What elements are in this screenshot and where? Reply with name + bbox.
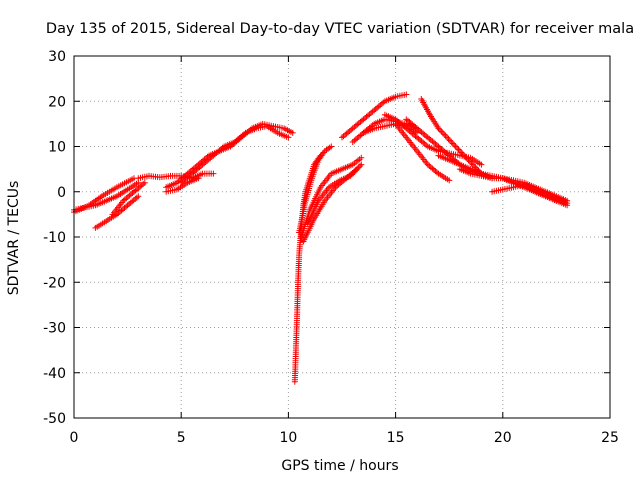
y-tick-label: 30: [48, 49, 66, 65]
data-point: [446, 137, 453, 144]
series-arc-4: [109, 179, 148, 218]
series-arc-5: [135, 170, 217, 182]
y-tick-label: -10: [43, 230, 66, 246]
data-point: [135, 193, 142, 200]
series-rise-1: [296, 143, 335, 236]
series-rise-2: [298, 154, 365, 240]
series-arc-8: [163, 175, 202, 195]
series-rise-4: [304, 161, 365, 227]
data-point: [350, 170, 357, 177]
data-point: [564, 200, 571, 207]
x-tick-label: 10: [279, 430, 297, 446]
x-axis-label: GPS time / hours: [281, 458, 398, 474]
data-point: [358, 161, 365, 168]
data-point: [195, 175, 202, 182]
y-axis-label: SDTVAR / TECUs: [6, 181, 22, 296]
data-point: [449, 140, 456, 147]
data-point: [351, 168, 358, 175]
chart-title: Day 135 of 2015, Sidereal Day-to-day VTE…: [46, 21, 634, 37]
plot-frame: [73, 55, 611, 419]
data-point: [452, 143, 459, 150]
series-rise-3: [300, 166, 360, 245]
x-tick-label: 25: [601, 430, 619, 446]
data-point: [354, 165, 361, 172]
y-tick-label: 20: [48, 94, 66, 110]
x-tick-label: 15: [387, 430, 405, 446]
data-point: [455, 146, 462, 153]
data-point: [285, 134, 292, 141]
series-fall-4: [418, 96, 485, 177]
data-point: [358, 154, 365, 161]
data-point: [141, 179, 148, 186]
series-arc-7: [178, 123, 292, 186]
data-point: [454, 145, 461, 151]
data-point: [328, 143, 335, 150]
data-point: [403, 91, 410, 98]
series-arc-2: [71, 175, 137, 216]
grid-lines: [74, 56, 610, 418]
data-point: [439, 129, 446, 136]
data-point: [355, 164, 362, 171]
y-axis-ticks: -50 -40 -30 -20 -10 0 10 20 30: [43, 49, 610, 427]
y-tick-label: 10: [48, 140, 66, 156]
x-axis-ticks: 0 5 10 15 20 25: [70, 56, 619, 446]
series-fall-2: [392, 120, 453, 184]
data-points: [71, 91, 571, 385]
y-tick-label: -20: [43, 275, 66, 291]
y-tick-label: -50: [43, 411, 66, 427]
data-point: [348, 171, 355, 178]
data-point: [441, 131, 448, 138]
data-point: [446, 177, 453, 184]
data-point: [357, 163, 363, 169]
data-point: [289, 129, 296, 136]
series-peak-1: [339, 91, 410, 141]
series-arc-3: [92, 193, 142, 231]
data-point: [347, 172, 354, 179]
x-tick-label: 20: [494, 430, 512, 446]
data-point: [438, 128, 445, 135]
data-point: [442, 132, 449, 139]
data-point: [448, 139, 455, 145]
data-point: [478, 161, 485, 168]
data-point: [462, 154, 469, 161]
y-tick-label: -40: [43, 366, 66, 382]
y-tick-label: 0: [57, 185, 66, 201]
data-point: [553, 197, 560, 204]
x-tick-label: 0: [70, 430, 79, 446]
y-tick-label: -30: [43, 321, 66, 337]
data-point: [451, 142, 458, 148]
series-tail-4: [499, 175, 560, 204]
x-tick-label: 5: [177, 430, 186, 446]
data-point: [210, 170, 217, 177]
